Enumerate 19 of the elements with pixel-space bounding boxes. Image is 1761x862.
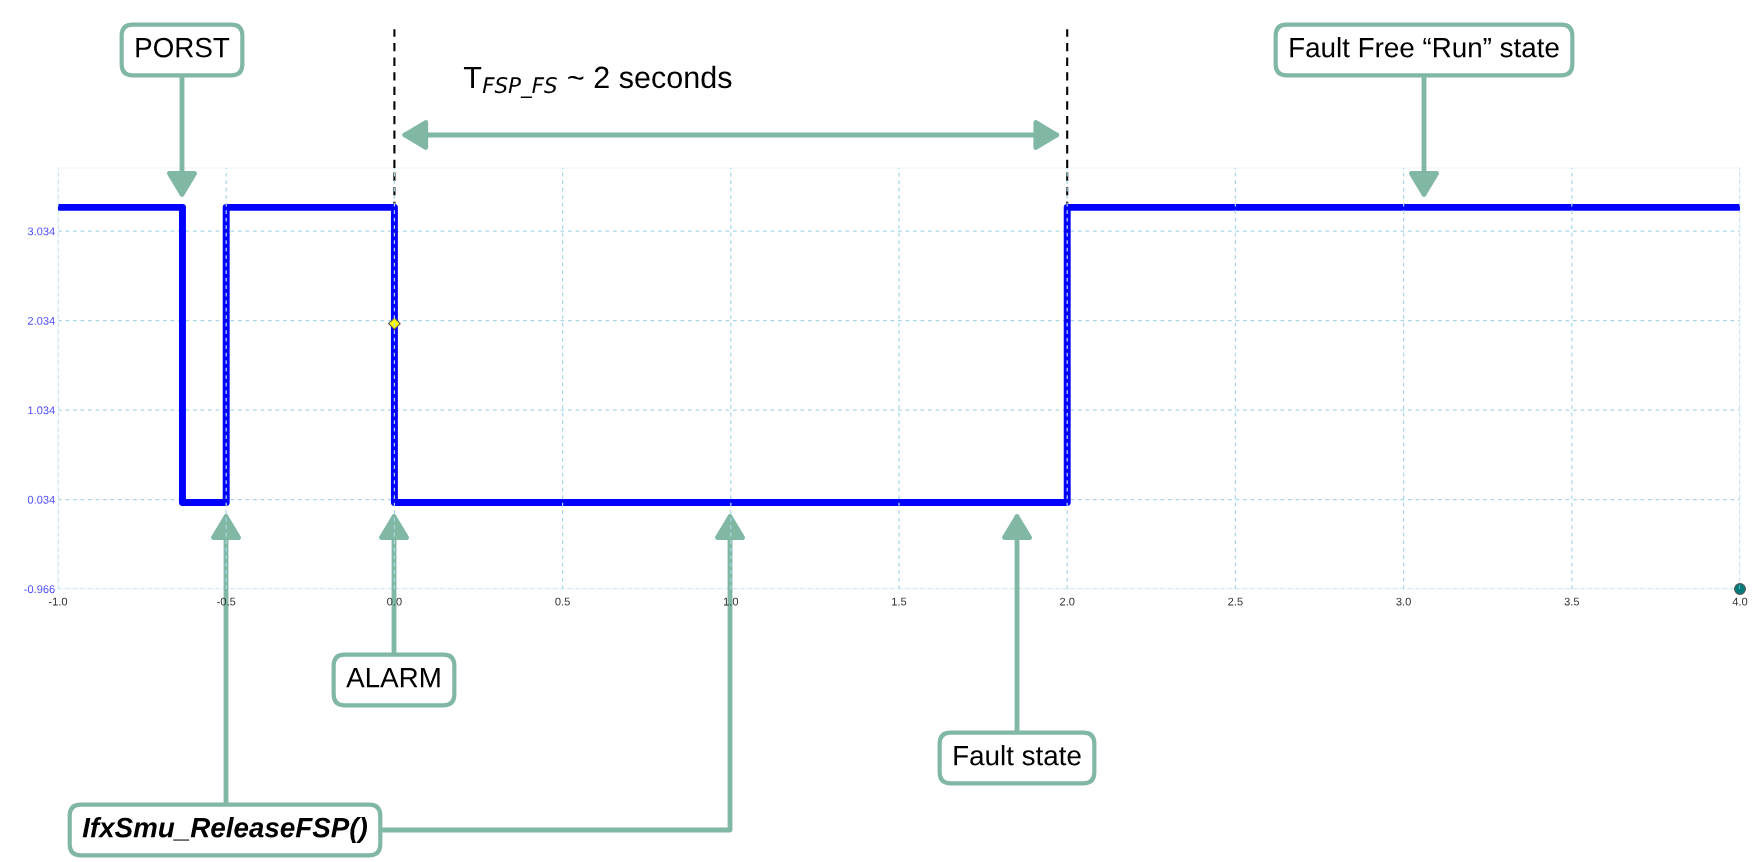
text: T$_{FSP_FS}$ ~ 2 seconds	[463, 65, 732, 98]
y-tick-label: 2.034	[27, 316, 55, 325]
text: PORST	[136, 37, 230, 58]
text: ALARM	[346, 668, 440, 688]
x-tick-label: -1.0	[48, 597, 68, 606]
text: Fault Free “Run” state	[1290, 37, 1559, 58]
x-tick-label: 2.0	[1060, 597, 1075, 606]
text: IfxSmu_ReleaseFSP()	[82, 817, 367, 843]
y-tick-label: -0.966	[24, 585, 55, 594]
x-tick-label: 3.0	[1396, 597, 1411, 606]
x-tick-label: 2.5	[1228, 597, 1243, 606]
x-tick-label: 0.5	[555, 597, 570, 606]
x-tick-label: 1.5	[892, 597, 907, 606]
x-tick-label: 4.0	[1732, 597, 1748, 606]
y-tick-label: 0.034	[27, 495, 55, 504]
x-tick-label: 3.5	[1564, 597, 1580, 606]
text: Fault state	[954, 745, 1081, 766]
y-tick-label: 1.034	[28, 406, 55, 415]
y-tick-label: 3.034	[27, 227, 55, 236]
